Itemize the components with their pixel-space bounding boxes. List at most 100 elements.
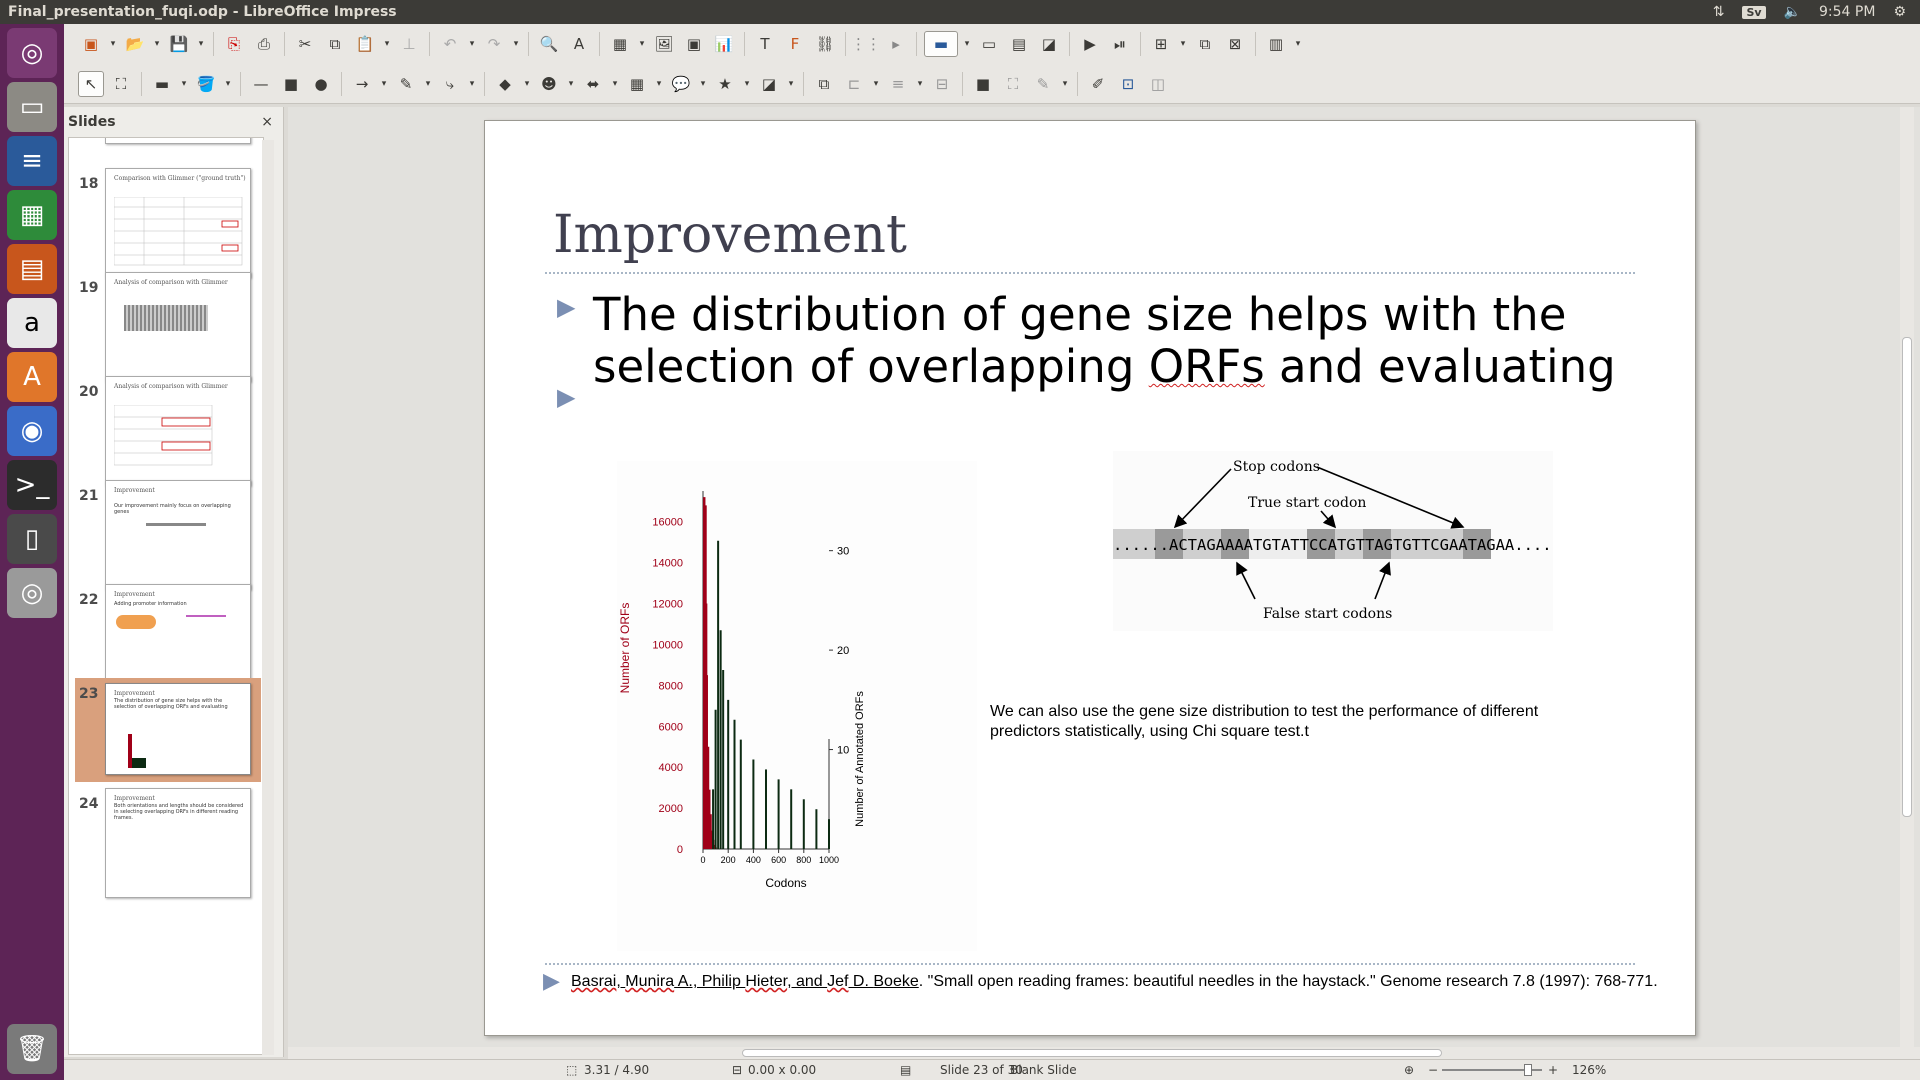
slide-thumbnail[interactable] — [75, 138, 261, 150]
shadow-icon[interactable]: ■ — [975, 74, 991, 93]
paste-dropdown-icon[interactable]: ▾ — [384, 39, 390, 49]
delete-slide-icon[interactable]: ⊠ — [1228, 35, 1242, 53]
new-slide-icon[interactable]: ▣ — [83, 35, 99, 53]
flowchart-icon[interactable]: ▦ — [629, 74, 645, 93]
connectors-icon[interactable]: ⤷ — [445, 74, 455, 93]
media-icon[interactable]: ▣ — [686, 35, 702, 53]
3d-objects-icon[interactable]: ◪ — [761, 74, 777, 93]
slide-thumbnail[interactable]: 19 Analysis of comparison with Glimmer — [75, 272, 261, 390]
clock[interactable]: 9:54 PM — [1819, 4, 1876, 20]
block-arrows-dropdown-icon[interactable]: ▾ — [612, 78, 618, 89]
line-icon[interactable]: — — [253, 74, 269, 93]
close-icon[interactable]: × — [261, 114, 273, 130]
chart-icon[interactable]: 📊 — [714, 35, 734, 53]
dash-icon[interactable]: ◎ — [7, 28, 57, 78]
align-dropdown-icon[interactable]: ▾ — [873, 78, 879, 89]
align-icon[interactable]: ⊏ — [847, 74, 861, 93]
zoom-in-icon[interactable]: + — [1548, 1063, 1559, 1077]
slide-canvas[interactable]: Improvement ▶ The distribution of gene s… — [484, 120, 1696, 1036]
open-dropdown-icon[interactable]: ▾ — [154, 39, 160, 49]
undo-icon[interactable]: ↶ — [443, 35, 457, 53]
redo-icon[interactable]: ↷ — [487, 35, 501, 53]
open-icon[interactable]: 📂 — [125, 35, 145, 53]
filter-dropdown-icon[interactable]: ▾ — [1062, 78, 1068, 89]
crop-icon[interactable]: ⛶ — [1007, 74, 1019, 93]
zoom-pan-icon[interactable]: ⛶ — [115, 74, 127, 93]
curves-dropdown-icon[interactable]: ▾ — [425, 78, 431, 89]
slides-pane-scrollbar[interactable] — [262, 140, 274, 1055]
textbox-icon[interactable]: T — [760, 35, 770, 53]
distribute-icon[interactable]: ⊟ — [935, 74, 949, 93]
export-pdf-icon[interactable]: ⎘ — [227, 35, 240, 53]
display-views-icon[interactable]: ▬ — [924, 31, 958, 57]
document-modified-icon[interactable]: ▤ — [900, 1063, 912, 1077]
arrange-dropdown-icon[interactable]: ▾ — [917, 78, 923, 89]
slide-comment-icon[interactable]: ◪ — [1041, 35, 1057, 53]
print-icon[interactable]: ⎙ — [257, 35, 270, 53]
zoom-out-icon[interactable]: − — [1428, 1063, 1439, 1077]
save-icon[interactable]: 💾 — [169, 35, 189, 53]
bullet-text[interactable]: The distribution of gene size helps with… — [593, 289, 1643, 393]
calc-icon[interactable]: ▦ — [7, 190, 57, 240]
callouts-icon[interactable]: 💬 — [671, 74, 691, 93]
line-color-dropdown-icon[interactable]: ▾ — [181, 78, 187, 89]
fontwork-icon[interactable]: F — [790, 35, 800, 53]
fit-slide-icon[interactable]: ⊕ — [1404, 1063, 1415, 1077]
arrows-dropdown-icon[interactable]: ▾ — [381, 78, 387, 89]
zoom-slider-handle[interactable] — [1524, 1064, 1532, 1076]
slide-thumbnail[interactable]: 18 Comparison with Glimmer ("ground trut… — [75, 168, 261, 286]
trash-icon[interactable]: 🗑 — [7, 1024, 57, 1074]
network-icon[interactable]: ⇅ — [1712, 4, 1725, 20]
slide-thumbnail[interactable]: 20 Analysis of comparison with Glimmer — [75, 376, 261, 494]
lines-arrows-icon[interactable]: → — [355, 74, 369, 93]
zoom-level[interactable]: 126% — [1572, 1063, 1607, 1077]
phone-icon[interactable]: ▯ — [7, 514, 57, 564]
duplicate-slide-icon[interactable]: ⧉ — [1199, 35, 1211, 53]
zoom-slider[interactable] — [1442, 1069, 1542, 1071]
save-dropdown-icon[interactable]: ▾ — [198, 39, 204, 49]
slide-thumbnail[interactable]: 21 Improvement Our improvement mainly foc… — [75, 480, 261, 598]
basic-shapes-icon[interactable]: ◆ — [499, 74, 511, 93]
power-gear-icon[interactable]: ⚙ — [1893, 4, 1906, 20]
clone-formatting-icon[interactable]: ⊥ — [402, 35, 416, 53]
stars-icon[interactable]: ★ — [718, 74, 732, 93]
slide-editor[interactable]: Improvement ▶ The distribution of gene s… — [288, 107, 1920, 1047]
ellipse-icon[interactable]: ● — [314, 74, 328, 93]
rectangle-icon[interactable]: ■ — [283, 74, 299, 93]
toggle-extrusion-icon[interactable]: ◫ — [1150, 74, 1166, 93]
writer-icon[interactable]: ≡ — [7, 136, 57, 186]
impress-icon[interactable]: ▤ — [7, 244, 57, 294]
layout-dropdown-icon[interactable]: ▾ — [1295, 39, 1301, 49]
codon-figure[interactable]: ......ACTAGAAAATGTATTCCATGTTAGTGTTCGAATA… — [1113, 451, 1570, 631]
glue-points-icon[interactable]: ⊡ — [1121, 74, 1135, 93]
connectors-dropdown-icon[interactable]: ▾ — [469, 78, 475, 89]
undo-dropdown-icon[interactable]: ▾ — [469, 39, 475, 49]
copy-icon[interactable]: ⧉ — [329, 35, 341, 53]
3d-dropdown-icon[interactable]: ▾ — [788, 78, 794, 89]
note-textbox[interactable]: We can also use the gene size distributi… — [990, 703, 1539, 740]
vertical-scrollbar[interactable] — [1900, 107, 1914, 1047]
volume-icon[interactable]: 🔈 — [1783, 4, 1802, 20]
callouts-dropdown-icon[interactable]: ▾ — [700, 78, 706, 89]
redo-dropdown-icon[interactable]: ▾ — [513, 39, 519, 49]
dvd-icon[interactable]: ◎ — [7, 568, 57, 618]
grid-icon[interactable]: ⋮⋮ — [851, 35, 881, 53]
reference-text[interactable]: Basrai, Munira A., Philip Hieter, and Je… — [571, 973, 1721, 991]
hyperlink-icon[interactable]: ⛓ — [815, 35, 835, 53]
files-icon[interactable]: ▭ — [7, 82, 57, 132]
select-icon[interactable]: ↖ — [78, 70, 104, 97]
symbol-shapes-icon[interactable]: ☻ — [541, 74, 557, 93]
image-icon[interactable]: 🖼 — [654, 35, 674, 53]
arrange-icon[interactable]: ≡ — [891, 74, 905, 93]
gene-size-chart[interactable]: 0 2000 4000 6000 8000 10000 12000 14000 16000 0 20… — [617, 461, 977, 951]
slide-thumbnail-current[interactable]: 23 Improvement The distribution of gene s… — [75, 678, 261, 782]
slide-layout-icon[interactable]: ▤ — [1011, 35, 1027, 53]
new-slide-dropdown-icon[interactable]: ▾ — [1180, 39, 1186, 49]
symbol-shapes-dropdown-icon[interactable]: ▾ — [568, 78, 574, 89]
slide-title[interactable]: Improvement — [553, 205, 907, 265]
start-first-slide-icon[interactable]: ▶ — [1084, 35, 1096, 53]
curves-icon[interactable]: ✎ — [399, 74, 413, 93]
amazon-icon[interactable]: a — [7, 298, 57, 348]
flowchart-dropdown-icon[interactable]: ▾ — [656, 78, 662, 89]
table-dropdown-icon[interactable]: ▾ — [639, 39, 645, 49]
